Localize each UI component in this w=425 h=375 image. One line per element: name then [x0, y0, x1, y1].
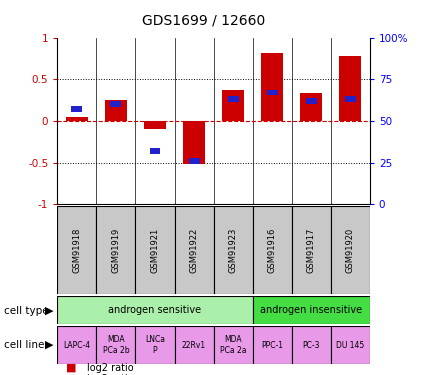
Text: GSM91919: GSM91919	[111, 228, 120, 273]
Text: androgen sensitive: androgen sensitive	[108, 305, 201, 315]
Text: ▶: ▶	[45, 306, 53, 315]
Bar	[66, 117, 88, 121]
Text: PPC-1: PPC-1	[261, 340, 283, 350]
Text: GSM91922: GSM91922	[190, 228, 198, 273]
Text: DU 145: DU 145	[336, 340, 364, 350]
Bar	[150, 148, 161, 154]
Bar	[175, 206, 213, 294]
Bar	[57, 206, 96, 294]
Text: ■: ■	[66, 363, 76, 373]
Text: PC-3: PC-3	[303, 340, 320, 350]
Bar	[222, 90, 244, 121]
Text: GDS1699 / 12660: GDS1699 / 12660	[142, 13, 266, 27]
Bar	[144, 121, 166, 129]
Text: MDA
PCa 2a: MDA PCa 2a	[220, 335, 246, 355]
Bar	[110, 101, 122, 107]
Bar	[213, 206, 252, 294]
Bar	[183, 121, 205, 164]
Text: MDA
PCa 2b: MDA PCa 2b	[102, 335, 129, 355]
Text: LNCa
P: LNCa P	[145, 335, 165, 355]
Bar	[261, 53, 283, 121]
Bar	[331, 326, 370, 364]
Bar	[136, 206, 175, 294]
Text: GSM91923: GSM91923	[229, 228, 238, 273]
Bar	[292, 206, 331, 294]
Bar	[96, 326, 136, 364]
Bar	[345, 96, 356, 102]
Bar	[252, 206, 292, 294]
Bar	[306, 98, 317, 104]
Text: log2 ratio: log2 ratio	[87, 374, 134, 375]
Bar	[71, 106, 82, 112]
Bar	[175, 326, 213, 364]
Text: androgen insensitive: androgen insensitive	[260, 305, 362, 315]
Bar	[252, 326, 292, 364]
Text: 22Rv1: 22Rv1	[182, 340, 206, 350]
Text: log2 ratio: log2 ratio	[87, 363, 134, 373]
Bar	[292, 326, 331, 364]
Bar	[57, 326, 96, 364]
Bar	[213, 326, 252, 364]
Bar	[105, 100, 127, 121]
Bar	[96, 206, 136, 294]
Bar	[189, 158, 199, 164]
Bar	[331, 206, 370, 294]
Text: GSM91920: GSM91920	[346, 228, 355, 273]
Text: GSM91917: GSM91917	[307, 228, 316, 273]
Bar	[340, 56, 361, 121]
Text: ■: ■	[66, 374, 76, 375]
Text: LAPC-4: LAPC-4	[63, 340, 91, 350]
Bar	[252, 296, 370, 324]
Text: GSM91918: GSM91918	[72, 228, 82, 273]
Text: GSM91921: GSM91921	[150, 228, 159, 273]
Bar	[136, 326, 175, 364]
Bar	[300, 93, 322, 121]
Bar	[266, 90, 278, 96]
Text: GSM91916: GSM91916	[268, 228, 277, 273]
Text: ▶: ▶	[45, 340, 53, 350]
Bar	[228, 96, 238, 102]
Text: cell line: cell line	[4, 340, 45, 350]
Bar	[57, 296, 252, 324]
Text: cell type: cell type	[4, 306, 49, 315]
